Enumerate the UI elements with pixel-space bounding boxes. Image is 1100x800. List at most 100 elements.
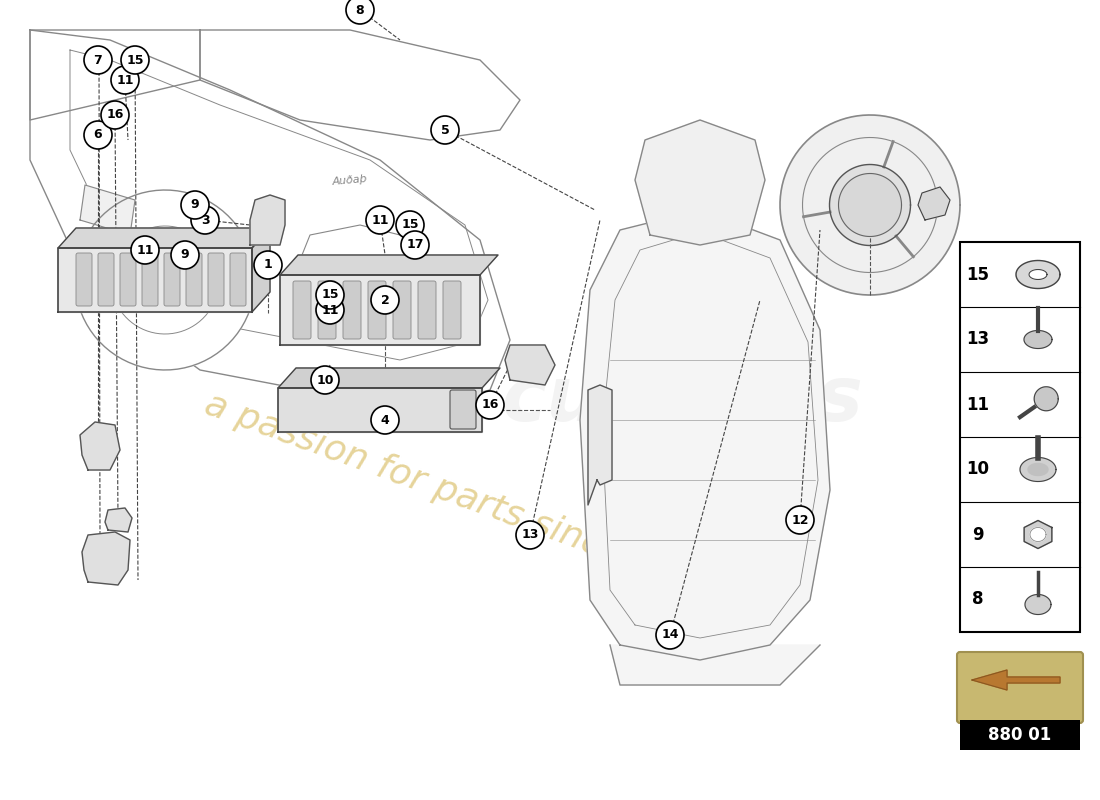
Polygon shape	[588, 385, 612, 505]
Polygon shape	[80, 185, 135, 235]
Circle shape	[371, 286, 399, 314]
FancyBboxPatch shape	[443, 281, 461, 339]
Text: 15: 15	[402, 218, 419, 231]
Polygon shape	[838, 174, 902, 237]
Text: 16: 16	[482, 398, 498, 411]
Polygon shape	[1034, 386, 1058, 410]
Circle shape	[131, 236, 160, 264]
Polygon shape	[829, 165, 911, 246]
FancyBboxPatch shape	[164, 253, 180, 306]
FancyBboxPatch shape	[293, 281, 311, 339]
Polygon shape	[1024, 521, 1052, 549]
FancyBboxPatch shape	[393, 281, 411, 339]
Text: 16: 16	[107, 109, 123, 122]
Circle shape	[316, 296, 344, 324]
FancyBboxPatch shape	[98, 253, 114, 306]
Circle shape	[111, 66, 139, 94]
Text: 13: 13	[521, 529, 539, 542]
Polygon shape	[918, 187, 950, 220]
FancyBboxPatch shape	[208, 253, 224, 306]
Text: 5: 5	[441, 123, 450, 137]
Text: 4: 4	[381, 414, 389, 426]
Text: Auðaþ: Auðaþ	[332, 174, 368, 186]
FancyBboxPatch shape	[418, 281, 436, 339]
Polygon shape	[1028, 270, 1047, 279]
Text: 8: 8	[355, 3, 364, 17]
Polygon shape	[75, 190, 255, 370]
Polygon shape	[972, 670, 1060, 690]
Polygon shape	[278, 368, 500, 388]
Circle shape	[396, 211, 424, 239]
Text: 15: 15	[967, 266, 990, 283]
Text: 11: 11	[321, 303, 339, 317]
Polygon shape	[250, 195, 285, 245]
Circle shape	[786, 506, 814, 534]
Polygon shape	[104, 508, 132, 532]
Text: 3: 3	[200, 214, 209, 226]
Polygon shape	[278, 388, 482, 432]
Text: 6: 6	[94, 129, 102, 142]
Polygon shape	[1024, 330, 1052, 349]
Circle shape	[191, 206, 219, 234]
Circle shape	[182, 191, 209, 219]
FancyBboxPatch shape	[230, 253, 246, 306]
Text: 7: 7	[94, 54, 102, 66]
Circle shape	[254, 251, 282, 279]
Polygon shape	[30, 30, 510, 410]
Text: 9: 9	[972, 526, 983, 543]
Circle shape	[84, 46, 112, 74]
FancyBboxPatch shape	[186, 253, 202, 306]
Circle shape	[366, 206, 394, 234]
FancyBboxPatch shape	[960, 720, 1080, 750]
Text: 13: 13	[967, 330, 990, 349]
Text: 12: 12	[791, 514, 808, 526]
Circle shape	[431, 116, 459, 144]
Polygon shape	[505, 345, 556, 385]
Text: 17: 17	[406, 238, 424, 251]
Polygon shape	[580, 210, 830, 660]
Polygon shape	[1028, 463, 1048, 475]
Text: 10: 10	[317, 374, 333, 386]
Text: 1: 1	[264, 258, 273, 271]
Circle shape	[516, 521, 544, 549]
Text: cutparts: cutparts	[502, 363, 862, 437]
FancyBboxPatch shape	[343, 281, 361, 339]
Text: 14: 14	[661, 629, 679, 642]
Circle shape	[316, 281, 344, 309]
FancyBboxPatch shape	[142, 253, 158, 306]
Circle shape	[101, 101, 129, 129]
Text: 15: 15	[126, 54, 144, 66]
Polygon shape	[80, 422, 120, 470]
Circle shape	[84, 121, 112, 149]
Text: 2: 2	[381, 294, 389, 306]
Circle shape	[402, 231, 429, 259]
Text: 880 01: 880 01	[989, 726, 1052, 744]
FancyBboxPatch shape	[120, 253, 136, 306]
FancyBboxPatch shape	[318, 281, 336, 339]
Polygon shape	[780, 115, 960, 295]
Polygon shape	[1020, 458, 1056, 482]
Text: 11: 11	[117, 74, 134, 86]
Text: 9: 9	[190, 198, 199, 211]
Polygon shape	[280, 255, 498, 275]
Circle shape	[346, 0, 374, 24]
Text: 11: 11	[136, 243, 154, 257]
FancyBboxPatch shape	[368, 281, 386, 339]
Polygon shape	[82, 532, 130, 585]
Polygon shape	[58, 228, 270, 248]
Circle shape	[371, 406, 399, 434]
Text: 11: 11	[967, 395, 990, 414]
Polygon shape	[200, 30, 520, 140]
Text: 8: 8	[972, 590, 983, 609]
FancyBboxPatch shape	[960, 242, 1080, 632]
Text: 11: 11	[372, 214, 388, 226]
Text: 9: 9	[180, 249, 189, 262]
Circle shape	[656, 621, 684, 649]
Polygon shape	[635, 120, 764, 245]
Polygon shape	[610, 645, 820, 685]
FancyBboxPatch shape	[450, 390, 476, 429]
Polygon shape	[1030, 527, 1046, 542]
FancyBboxPatch shape	[957, 652, 1084, 723]
Text: a passion for parts since 1985: a passion for parts since 1985	[200, 386, 724, 606]
Circle shape	[170, 241, 199, 269]
